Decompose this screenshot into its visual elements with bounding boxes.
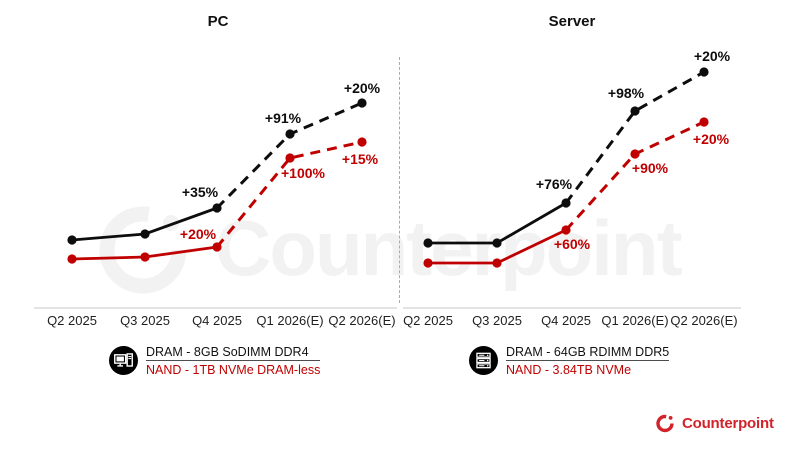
data-point	[140, 229, 150, 239]
data-point	[492, 258, 502, 268]
x-axis-tick-label: Q3 2025	[472, 313, 522, 328]
data-label: +60%	[554, 236, 591, 252]
data-label: +76%	[536, 176, 573, 192]
legend-server-text: DRAM - 64GB RDIMM DDR5 NAND - 3.84TB NVM…	[506, 345, 670, 377]
x-axis-tick-label: Q3 2025	[120, 313, 170, 328]
x-axis-tick-label: Q1 2026(E)	[256, 313, 323, 328]
dram-line-dashed	[564, 70, 705, 204]
data-point	[357, 137, 367, 147]
data-label: +98%	[608, 85, 645, 101]
counterpoint-watermark: Counterpoint	[95, 196, 683, 300]
legend-server: DRAM - 64GB RDIMM DDR5 NAND - 3.84TB NVM…	[469, 345, 670, 377]
data-point	[699, 117, 709, 127]
nand-line-dashed	[215, 140, 363, 248]
server-rack-icon	[469, 346, 498, 375]
legend-pc-nand-label: NAND - 1TB NVMe DRAM-less	[146, 363, 321, 377]
data-point	[212, 203, 222, 213]
legend-pc-text: DRAM - 8GB SoDIMM DDR4 NAND - 1TB NVMe D…	[146, 345, 321, 377]
legend-pc-dram-label: DRAM - 8GB SoDIMM DDR4	[146, 345, 321, 361]
watermark-text: Counterpoint	[215, 204, 683, 292]
data-label: +91%	[265, 110, 302, 126]
data-point	[561, 198, 571, 208]
chart-title-server: Server	[548, 13, 596, 30]
data-label: +20%	[344, 80, 381, 96]
data-point	[285, 129, 295, 139]
x-axis-tick-label: Q2 2026(E)	[670, 313, 737, 328]
x-axis-tick-label: Q4 2025	[541, 313, 591, 328]
data-point	[561, 225, 571, 235]
data-point	[285, 153, 295, 163]
x-axis-tick-label: Q2 2025	[403, 313, 453, 328]
data-label: +20%	[694, 48, 731, 64]
data-point	[67, 235, 77, 245]
data-label: +20%	[693, 131, 730, 147]
data-point	[423, 258, 433, 268]
data-point	[67, 254, 77, 264]
data-point	[630, 106, 640, 116]
counterpoint-logo-text: Counterpoint	[682, 414, 774, 432]
counterpoint-logo-mark-icon	[656, 414, 674, 433]
dram-line-solid	[428, 201, 567, 245]
data-point	[699, 67, 709, 77]
x-axis-tick-label: Q2 2025	[47, 313, 97, 328]
data-point	[357, 98, 367, 108]
data-label: +20%	[180, 226, 217, 242]
data-label: +15%	[342, 151, 379, 167]
data-point	[492, 238, 502, 248]
data-point	[140, 252, 150, 262]
data-label: +100%	[281, 165, 326, 181]
legend-pc: DRAM - 8GB SoDIMM DDR4 NAND - 1TB NVMe D…	[109, 345, 321, 377]
data-point	[212, 242, 222, 252]
counterpoint-logo: Counterpoint	[654, 412, 774, 434]
data-point	[630, 149, 640, 159]
data-label: +35%	[182, 184, 219, 200]
data-point	[423, 238, 433, 248]
legend-server-nand-label: NAND - 3.84TB NVMe	[506, 363, 632, 377]
chart-title-pc: PC	[207, 13, 229, 30]
x-axis-tick-label: Q2 2026(E)	[328, 313, 395, 328]
desktop-pc-icon	[109, 346, 138, 375]
x-axis-tick-label: Q4 2025	[192, 313, 242, 328]
x-axis-tick-label: Q1 2026(E)	[601, 313, 668, 328]
chart-divider	[399, 57, 400, 303]
data-label: +90%	[632, 160, 669, 176]
legend-server-dram-label: DRAM - 64GB RDIMM DDR5	[506, 345, 670, 361]
